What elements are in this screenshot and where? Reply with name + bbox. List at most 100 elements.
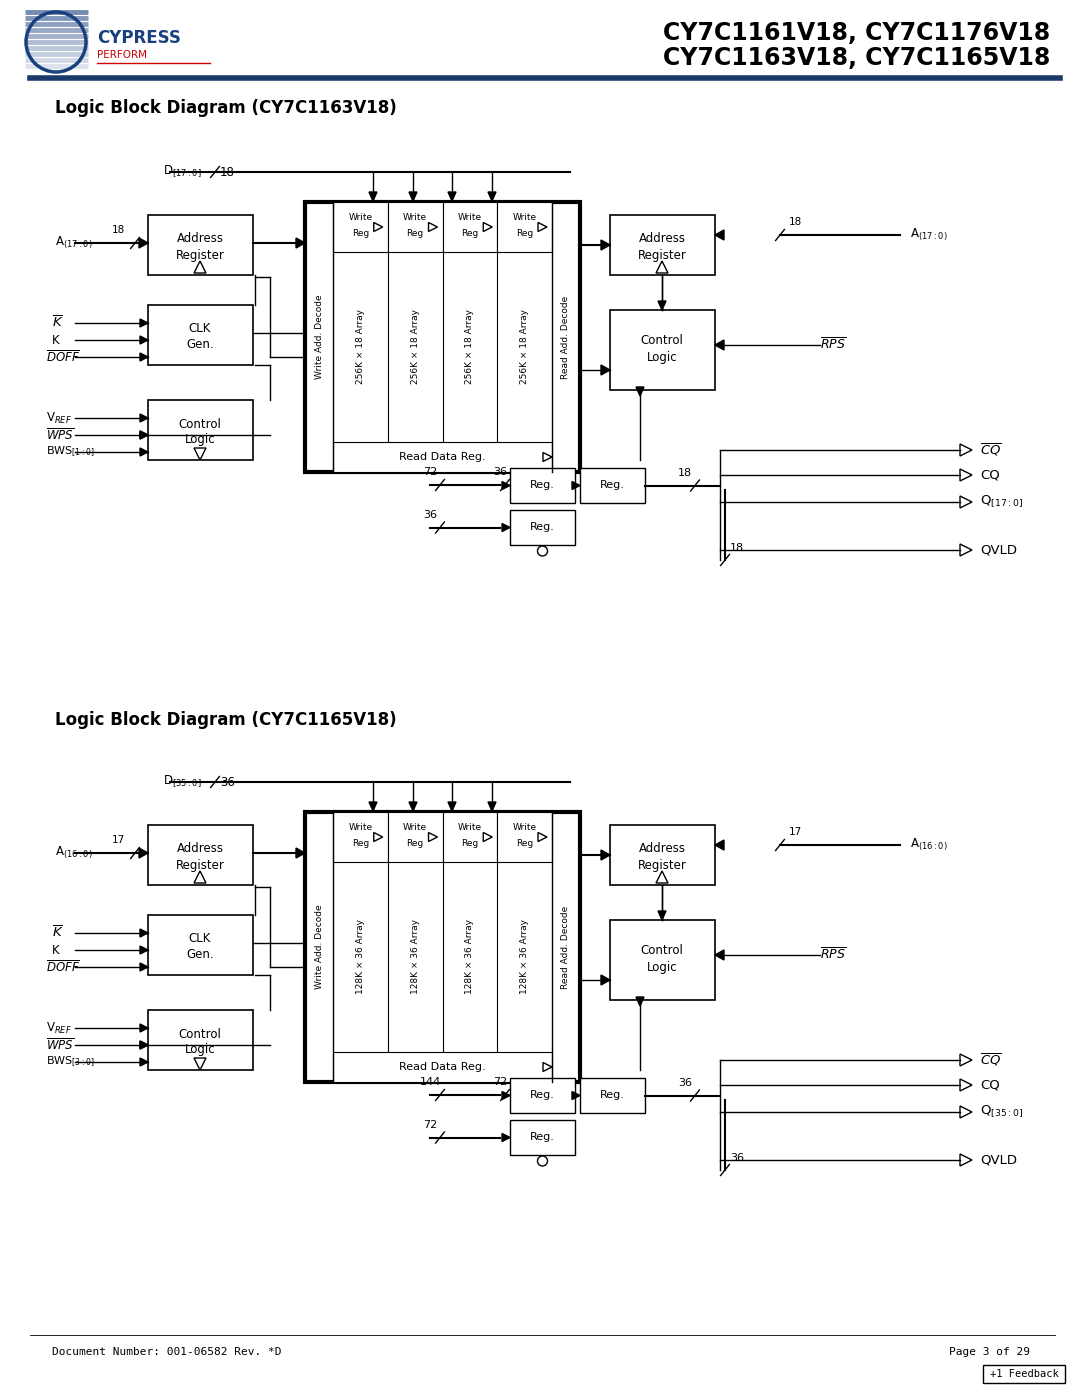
Bar (148, 1010, 253, 1070)
Text: 128K × 36 Array: 128K × 36 Array (465, 919, 474, 995)
Polygon shape (715, 231, 724, 240)
Text: 36: 36 (678, 1078, 692, 1088)
Text: Reg: Reg (516, 840, 534, 848)
Text: Control: Control (178, 1028, 221, 1041)
Text: CLK: CLK (189, 933, 212, 946)
Bar (148, 915, 253, 975)
Bar (333, 812, 388, 862)
Bar (497, 203, 552, 251)
Polygon shape (140, 946, 148, 954)
Text: Write Add. Decode: Write Add. Decode (314, 295, 324, 380)
Bar (305, 812, 580, 1083)
Text: D$_{[35:0]}$: D$_{[35:0]}$ (163, 774, 202, 791)
Text: Logic: Logic (185, 433, 215, 447)
Text: A$_{(17:0)}$: A$_{(17:0)}$ (910, 226, 947, 243)
Bar (510, 468, 575, 503)
Polygon shape (448, 191, 456, 201)
Text: 72: 72 (423, 467, 437, 476)
Text: $\overline{WPS}$: $\overline{WPS}$ (46, 427, 75, 443)
Polygon shape (140, 1041, 148, 1049)
Text: Read Data Reg.: Read Data Reg. (400, 1062, 486, 1071)
Text: Read Data Reg.: Read Data Reg. (400, 453, 486, 462)
Text: A$_{(16:0)}$: A$_{(16:0)}$ (55, 845, 93, 861)
Bar (388, 812, 443, 862)
Text: Reg.: Reg. (530, 481, 555, 490)
Text: 17: 17 (788, 827, 801, 837)
Polygon shape (502, 1091, 510, 1099)
Text: Logic Block Diagram (CY7C1163V18): Logic Block Diagram (CY7C1163V18) (55, 99, 396, 117)
Polygon shape (409, 802, 417, 812)
Polygon shape (715, 950, 724, 960)
Text: Control: Control (178, 418, 221, 430)
Text: $\overline{DOFF}$: $\overline{DOFF}$ (46, 349, 80, 365)
Text: CQ: CQ (980, 468, 1000, 482)
Text: Write: Write (349, 214, 373, 222)
Text: $\overline{CQ}$: $\overline{CQ}$ (980, 1052, 1001, 1069)
Text: $\overline{K}$: $\overline{K}$ (52, 925, 64, 940)
Polygon shape (636, 997, 644, 1006)
Bar (305, 203, 580, 472)
Polygon shape (636, 387, 644, 395)
Text: Logic Block Diagram (CY7C1165V18): Logic Block Diagram (CY7C1165V18) (55, 711, 396, 729)
Text: Reg: Reg (406, 840, 423, 848)
Polygon shape (139, 237, 148, 249)
Bar (443, 812, 497, 862)
Text: BWS$_{[3:0]}$: BWS$_{[3:0]}$ (46, 1055, 95, 1069)
Polygon shape (369, 191, 377, 201)
Bar (983, 1365, 1065, 1383)
Text: CY7C1161V18, CY7C1176V18: CY7C1161V18, CY7C1176V18 (663, 21, 1050, 45)
Polygon shape (488, 191, 496, 201)
Polygon shape (139, 848, 148, 858)
Text: Write: Write (349, 823, 373, 833)
Bar (510, 510, 575, 545)
Text: Gen.: Gen. (186, 949, 214, 961)
Text: K: K (52, 943, 59, 957)
Text: Reg.: Reg. (530, 1091, 555, 1101)
Text: Q$_{[35:0]}$: Q$_{[35:0]}$ (980, 1104, 1024, 1120)
Polygon shape (140, 319, 148, 327)
Polygon shape (488, 802, 496, 812)
Text: Page 3 of 29: Page 3 of 29 (949, 1347, 1030, 1356)
Text: QVLD: QVLD (980, 543, 1017, 556)
Bar (443, 203, 497, 251)
Text: Reg.: Reg. (530, 1133, 555, 1143)
Polygon shape (140, 963, 148, 971)
Text: Register: Register (176, 249, 225, 261)
Text: Register: Register (176, 859, 225, 872)
Bar (333, 441, 552, 472)
Bar (510, 1078, 575, 1113)
Bar (580, 1078, 645, 1113)
Bar (148, 400, 253, 460)
Bar (580, 468, 645, 503)
Text: +1 Feedback: +1 Feedback (989, 1369, 1058, 1379)
Text: Register: Register (637, 859, 687, 872)
Polygon shape (140, 414, 148, 422)
Polygon shape (140, 929, 148, 937)
Text: Write: Write (513, 823, 537, 833)
Polygon shape (448, 802, 456, 812)
Bar (333, 203, 388, 251)
Text: 256K × 18 Array: 256K × 18 Array (521, 310, 529, 384)
Polygon shape (600, 849, 610, 861)
Polygon shape (140, 353, 148, 360)
Text: Write: Write (458, 214, 482, 222)
Text: K: K (52, 334, 59, 346)
Text: CY7C1163V18, CY7C1165V18: CY7C1163V18, CY7C1165V18 (663, 46, 1050, 70)
Bar (610, 215, 715, 275)
Text: Reg.: Reg. (530, 522, 555, 532)
Polygon shape (658, 300, 666, 310)
Text: CYPRESS: CYPRESS (97, 29, 180, 47)
Polygon shape (715, 339, 724, 351)
Text: $\overline{RPS}$: $\overline{RPS}$ (820, 947, 846, 963)
Text: Control: Control (640, 943, 684, 957)
Text: 18: 18 (788, 217, 801, 226)
Polygon shape (502, 482, 510, 489)
Text: Reg: Reg (461, 840, 478, 848)
Polygon shape (502, 524, 510, 531)
Text: 18: 18 (678, 468, 692, 479)
Text: Read Add. Decode: Read Add. Decode (562, 295, 570, 379)
Text: Address: Address (176, 842, 224, 855)
Bar (333, 1052, 552, 1083)
Bar (610, 826, 715, 886)
Polygon shape (140, 1041, 148, 1049)
